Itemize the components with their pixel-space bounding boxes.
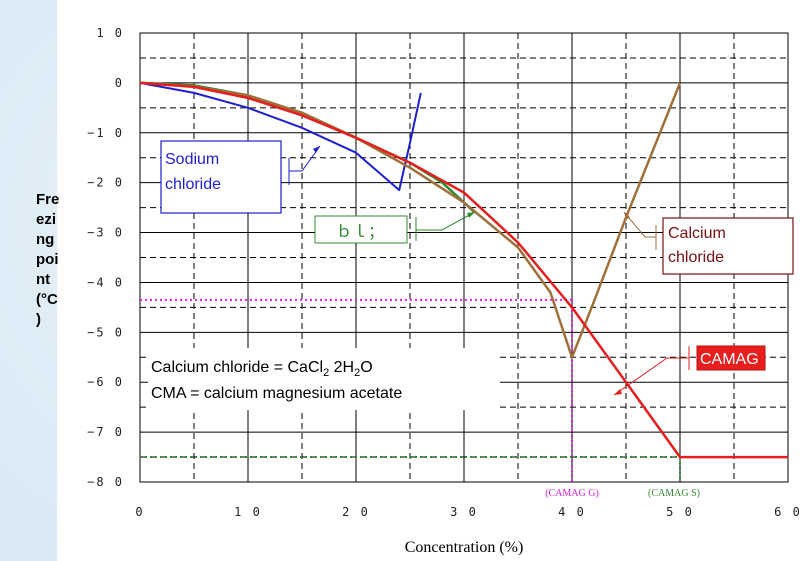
- x-axis-label: Concentration (%): [405, 539, 524, 556]
- x-tick-2: 2 0: [342, 505, 370, 519]
- x-tick-6: 6 0: [774, 505, 802, 519]
- cma-label: ｂｌ；: [336, 224, 384, 241]
- camag-callout: CAMAG: [613, 345, 766, 396]
- series-line-2: [139, 81, 682, 359]
- y-tick-6: −5 0: [87, 325, 124, 339]
- camag-label: CAMAG: [700, 351, 759, 368]
- x-tick-labels: 0 1 0 2 0 3 0 4 0 5 0 6 0: [135, 505, 802, 519]
- note-line1: Calcium chloride = CaCl2 2H2O: [151, 359, 373, 379]
- x-tick-5: 5 0: [666, 505, 694, 519]
- x-tick-0: 0: [135, 505, 144, 519]
- reference-lines: (CAMAG G) (CAMAG S): [140, 298, 700, 499]
- y-tick-1: 0: [115, 76, 124, 90]
- y-tick-3: −2 0: [87, 176, 124, 190]
- sodium-chloride-callout: Sodium chloride: [160, 140, 321, 214]
- sodium-label-line1: Sodium: [165, 151, 219, 168]
- ref-label-1: (CAMAG S): [648, 488, 700, 499]
- ref-label-0: (CAMAG G): [545, 488, 599, 499]
- cma-callout: ｂｌ；: [314, 211, 476, 244]
- x-tick-3: 3 0: [450, 505, 478, 519]
- series-line-3: [139, 81, 788, 459]
- sodium-label-line2: chloride: [165, 176, 221, 193]
- x-tick-1: 1 0: [234, 505, 262, 519]
- y-tick-0: 1 0: [96, 26, 124, 40]
- y-tick-5: −4 0: [87, 275, 124, 289]
- series-lines: [139, 81, 788, 459]
- note-line2: CMA = calcium magnesium acetate: [151, 385, 402, 402]
- y-axis-label: Fre ezi ng poi nt (°C ): [36, 191, 60, 328]
- y-tick-8: −7 0: [87, 425, 124, 439]
- calcium-label-line1: Calcium: [668, 225, 726, 242]
- y-tick-7: −6 0: [87, 375, 124, 389]
- formula-note: Calcium chloride = CaCl2 2H2O CMA = calc…: [148, 348, 500, 410]
- series-line-0: [139, 81, 422, 192]
- y-tick-2: −1 0: [87, 126, 124, 140]
- chart-panel: [57, 0, 811, 561]
- calcium-chloride-callout: Calcium chloride: [623, 211, 794, 275]
- y-tick-labels: 1 0 0 −1 0 −2 0 −3 0 −4 0 −5 0 −6 0 −7 0 −8 0: [87, 26, 124, 489]
- y-tick-9: −8 0: [87, 475, 124, 489]
- calcium-label-line2: chloride: [668, 249, 724, 266]
- y-tick-4: −3 0: [87, 226, 124, 240]
- x-tick-4: 4 0: [558, 505, 586, 519]
